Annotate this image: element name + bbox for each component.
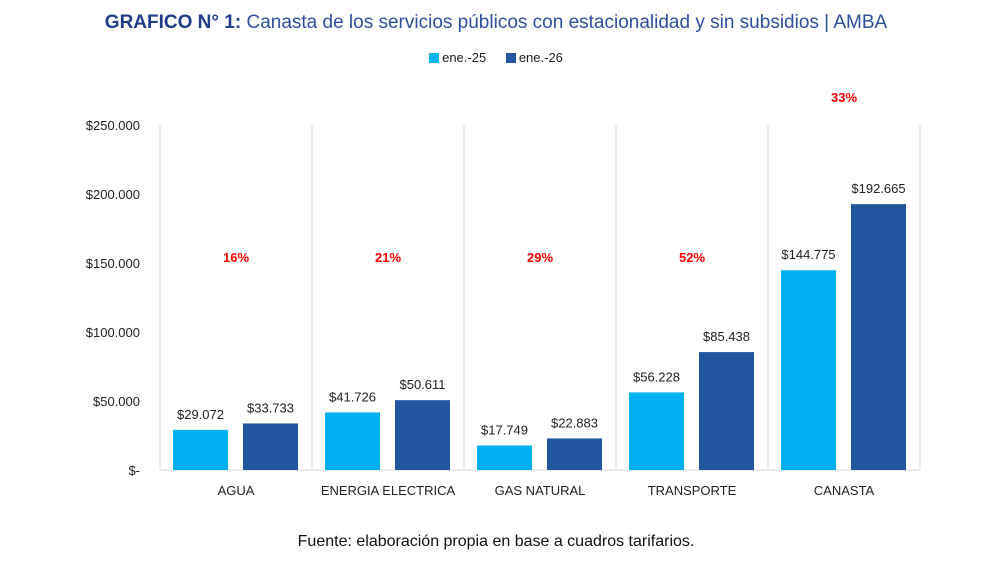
percent-change-annotation: 21% xyxy=(375,250,401,265)
bar xyxy=(173,429,228,470)
data-label: $192.665 xyxy=(851,181,905,196)
y-tick-label: $100.000 xyxy=(86,325,140,340)
bar xyxy=(699,352,754,470)
y-tick-label: $200.000 xyxy=(86,187,140,202)
bar xyxy=(629,392,684,470)
percent-change-annotation: 29% xyxy=(527,250,553,265)
x-tick-label: AGUA xyxy=(218,483,255,498)
bar xyxy=(395,400,450,470)
percent-change-annotation: 33% xyxy=(831,90,857,105)
legend: ene.-25 ene.-26 xyxy=(0,50,992,65)
y-tick-label: $250.000 xyxy=(86,118,140,133)
footnote: Fuente: elaboración propia en base a cua… xyxy=(297,533,695,550)
y-tick-label: $50.000 xyxy=(93,394,140,409)
legend-label: ene.-26 xyxy=(518,50,563,65)
bar xyxy=(477,445,532,470)
legend-swatch xyxy=(505,53,516,63)
percent-change-annotation: 16% xyxy=(223,250,249,265)
bar xyxy=(781,270,836,470)
legend-item-ene25: ene.-25 xyxy=(429,50,486,65)
bar xyxy=(851,204,906,470)
data-label: $29.072 xyxy=(177,407,224,422)
x-tick-label: GAS NATURAL xyxy=(495,483,586,498)
x-tick-label: CANASTA xyxy=(814,483,875,498)
chart-title: GRAFICO N° 1: Canasta de los servicios p… xyxy=(0,12,992,34)
data-label: $56.228 xyxy=(633,369,680,384)
bar xyxy=(243,423,298,470)
data-label: $50.611 xyxy=(399,377,445,392)
y-tick-label: $150.000 xyxy=(86,256,140,271)
data-label: $144.775 xyxy=(781,247,835,262)
x-tick-label: TRANSPORTE xyxy=(648,483,737,498)
bar xyxy=(547,438,602,470)
data-label: $41.726 xyxy=(329,389,376,404)
legend-label: ene.-25 xyxy=(442,50,487,65)
bar xyxy=(325,412,380,470)
data-label: $17.749 xyxy=(481,423,528,438)
percent-change-annotation: 52% xyxy=(679,250,705,265)
legend-item-ene26: ene.-26 xyxy=(505,50,563,65)
title-prefix: GRAFICO N° 1: xyxy=(104,12,242,33)
x-tick-label: ENERGIA ELECTRICA xyxy=(321,483,456,498)
data-label: $22.883 xyxy=(551,415,598,430)
y-tick-label: $- xyxy=(128,463,140,478)
title-text: Canasta de los servicios públicos con es… xyxy=(246,12,888,33)
data-label: $85.438 xyxy=(703,329,750,344)
legend-swatch xyxy=(429,53,440,63)
data-label: $33.733 xyxy=(247,400,294,415)
